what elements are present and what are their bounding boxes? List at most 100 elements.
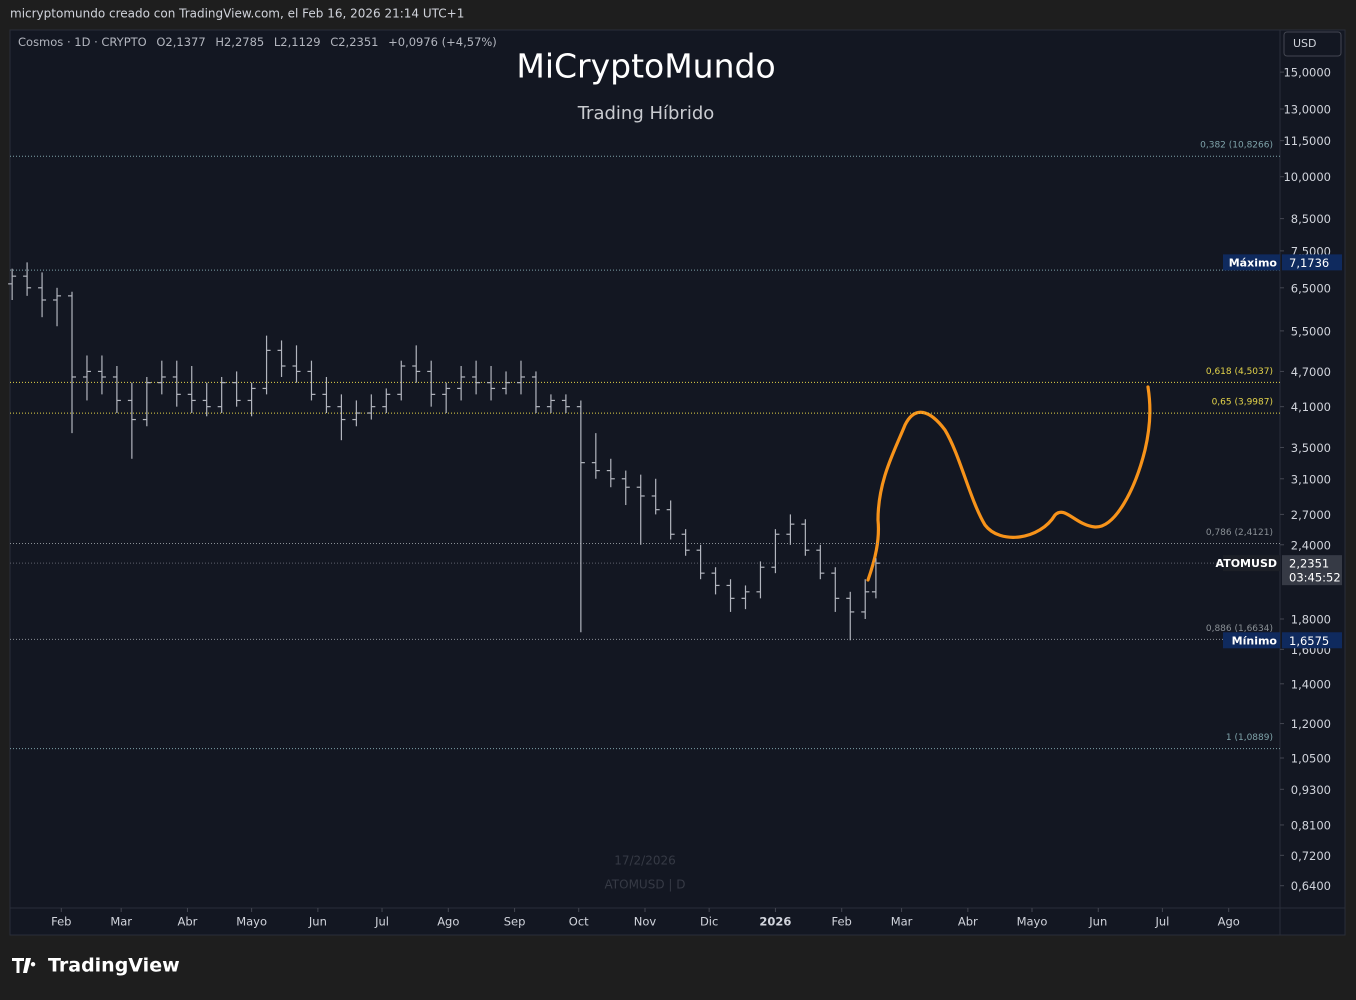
ohlc-bar	[53, 287, 62, 327]
currency-label[interactable]: USD	[1293, 37, 1317, 50]
ohlc-bar	[696, 544, 705, 580]
ohlc-bar	[786, 514, 795, 545]
y-tick-label: 1,2000	[1291, 717, 1331, 731]
logo-icon	[12, 958, 36, 973]
ohlc-bar	[97, 355, 106, 395]
x-tick-label: Jun	[1088, 915, 1107, 929]
ohlc-bar	[412, 345, 421, 383]
countdown: 03:45:52	[1289, 571, 1341, 585]
y-tick-label: 8,5000	[1291, 212, 1331, 226]
watermark-date: 17/2/2026	[614, 854, 676, 868]
ohlc-bar	[726, 579, 735, 612]
ohlc-bar	[561, 394, 570, 414]
x-tick-label: Sep	[504, 915, 526, 929]
ohlc-bar	[816, 544, 825, 580]
ohlc-bar	[127, 382, 136, 459]
y-tick-label: 10,0000	[1283, 170, 1331, 184]
y-tick-label: 11,5000	[1283, 134, 1331, 148]
ohlc-bar	[142, 376, 151, 427]
currency-button[interactable]	[1283, 31, 1342, 57]
marker-value: 1,6575	[1289, 634, 1329, 648]
legend: Cosmos · 1D · CRYPTO O2,1377 H2,2785 L2,…	[18, 35, 497, 49]
ohlc-bar	[801, 519, 810, 556]
ohlc-bar	[68, 291, 77, 434]
marker-value-box	[1282, 555, 1342, 586]
ohlc-open: O2,1377	[156, 35, 205, 49]
x-tick-label: Mayo	[236, 915, 267, 929]
symbol-info: Cosmos · 1D · CRYPTO	[18, 35, 147, 49]
ohlc-bar	[621, 470, 630, 506]
chart-title: MiCryptoMundo	[516, 47, 775, 86]
x-tick-label: Mar	[110, 915, 132, 929]
chart-subtitle: Trading Híbrido	[577, 103, 715, 124]
ohlc-bar	[247, 382, 256, 417]
ohlc-bar	[38, 272, 47, 318]
y-tick-label: 3,1000	[1291, 472, 1331, 486]
ohlc-bar	[427, 360, 436, 407]
attribution: micryptomundo creado con TradingView.com…	[10, 7, 464, 21]
ohlc-bar	[756, 561, 765, 599]
ohlc-bar	[502, 371, 511, 395]
watermark-symbol: ATOMUSD | D	[605, 878, 686, 892]
x-tick-label: Jul	[1154, 915, 1169, 929]
ohlc-bar	[322, 376, 331, 414]
ohlc-bar	[741, 585, 750, 610]
logo-text: TradingView	[48, 955, 180, 977]
ohlc-bar	[516, 360, 525, 395]
fib-label: 1 (1,0889)	[1226, 733, 1273, 743]
fib-label: 0,618 (4,5037)	[1206, 367, 1273, 377]
ohlc-bar	[576, 400, 585, 633]
x-tick-label: Abr	[958, 915, 978, 929]
ohlc-bar	[591, 433, 600, 479]
ohlc-bar	[277, 340, 286, 377]
ohlc-bar	[82, 355, 91, 401]
ohlc-bar	[187, 366, 196, 414]
ohlc-bar	[8, 268, 17, 300]
marker-label: ATOMUSD	[1216, 557, 1277, 570]
ohlc-change: +0,0976 (+4,57%)	[388, 35, 497, 49]
ohlc-bar	[606, 458, 615, 488]
ohlc-bar	[871, 558, 880, 599]
fib-label: 0,886 (1,6634)	[1206, 624, 1273, 634]
x-tick-label: Abr	[178, 915, 198, 929]
y-tick-label: 1,0500	[1291, 752, 1331, 766]
ohlc-bar	[846, 591, 855, 641]
logo: TradingView	[12, 955, 180, 977]
x-tick-label: Ago	[1218, 915, 1240, 929]
marker-label: Máximo	[1229, 256, 1278, 269]
ohlc-bar	[831, 567, 840, 612]
x-tick-label: Mar	[891, 915, 913, 929]
y-tick-label: 5,5000	[1291, 324, 1331, 338]
ohlc-close: C2,2351	[330, 35, 378, 49]
x-tick-label: Oct	[569, 915, 589, 929]
fib-label: 0,65 (3,9987)	[1212, 398, 1273, 408]
ohlc-bar	[636, 474, 645, 545]
ohlc-bar	[771, 529, 780, 574]
ohlc-bar	[23, 262, 32, 296]
ohlc-bar	[457, 366, 466, 401]
ohlc-bar	[157, 360, 166, 395]
ohlc-high: H2,2785	[215, 35, 264, 49]
y-tick-label: 3,5000	[1291, 441, 1331, 455]
ohlc-bar	[711, 567, 720, 595]
marker-value-box	[1282, 254, 1342, 271]
marker-tag	[1223, 254, 1280, 271]
x-tick-label: Ago	[437, 915, 459, 929]
ohlc-bar	[382, 388, 391, 414]
y-tick-label: 0,9300	[1291, 783, 1331, 797]
ohlc-bar	[337, 394, 346, 441]
ohlc-bar	[367, 394, 376, 420]
x-tick-label: Mayo	[1017, 915, 1048, 929]
ohlc-bar	[531, 371, 540, 414]
ohlc-bar	[442, 382, 451, 414]
y-tick-label: 1,4000	[1291, 677, 1331, 691]
ohlc-bar	[217, 376, 226, 414]
x-tick-label: Jun	[308, 915, 327, 929]
x-tick-label: Jul	[374, 915, 389, 929]
marker-label: Mínimo	[1232, 634, 1278, 647]
x-tick-label: Nov	[634, 915, 657, 929]
ohlc-bar	[172, 360, 181, 407]
ohlc-bar	[651, 478, 660, 515]
ohlc-bar	[546, 394, 555, 414]
